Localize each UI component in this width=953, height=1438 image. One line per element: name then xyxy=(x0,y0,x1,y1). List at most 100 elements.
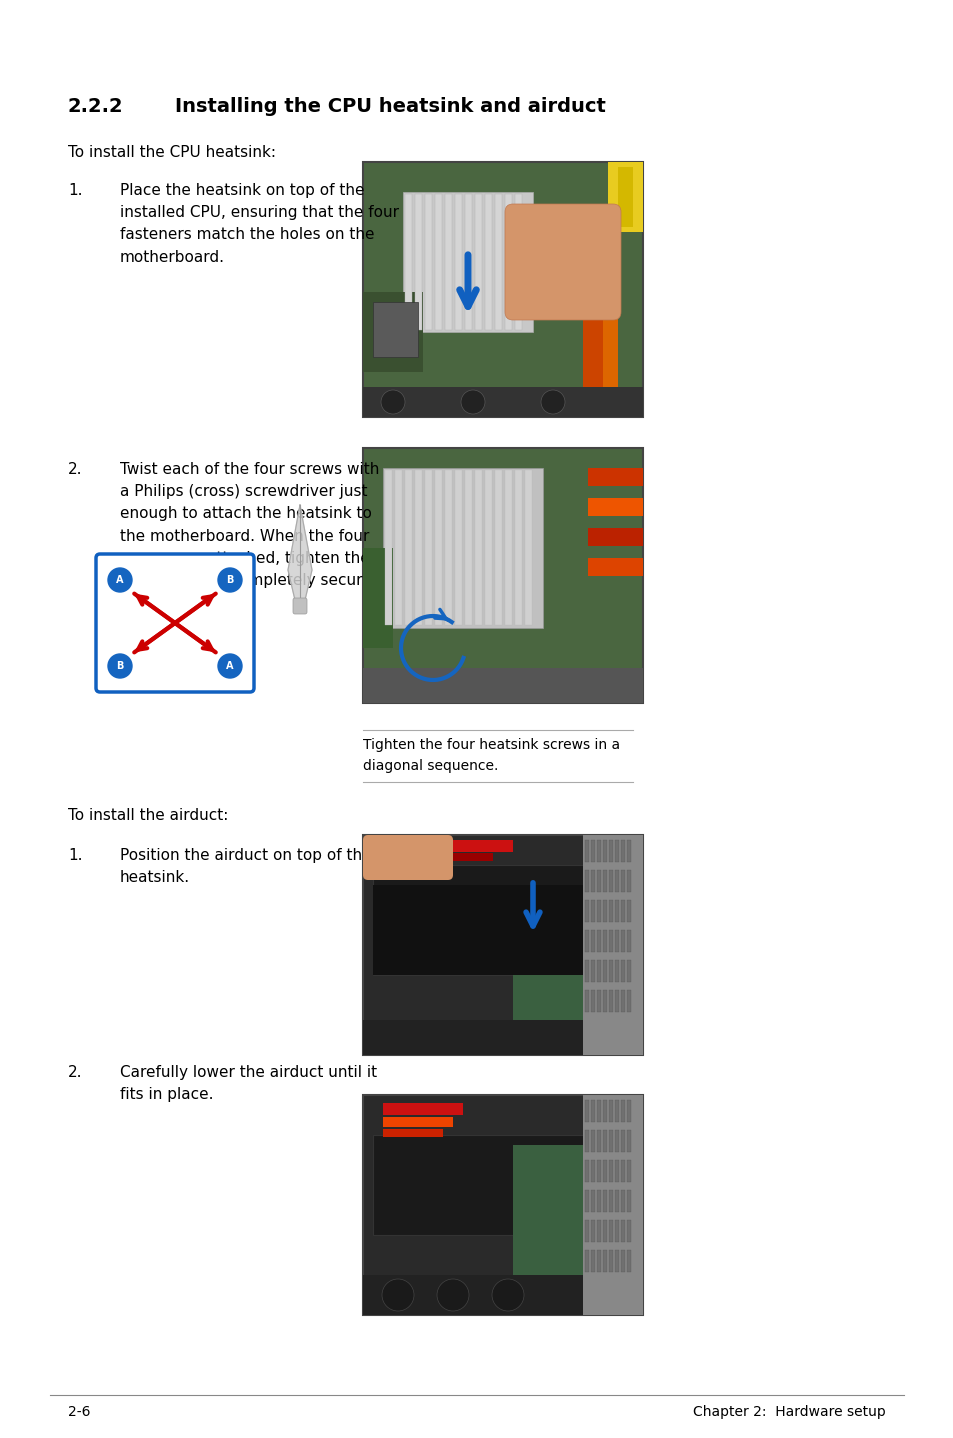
FancyBboxPatch shape xyxy=(293,598,307,614)
Bar xyxy=(608,1219,613,1242)
Bar xyxy=(597,1160,600,1182)
Bar xyxy=(590,900,595,922)
Circle shape xyxy=(540,390,564,414)
Bar xyxy=(590,840,595,861)
Bar xyxy=(626,989,630,1012)
Bar xyxy=(363,669,642,703)
Bar xyxy=(515,194,521,329)
Bar xyxy=(495,194,501,329)
Bar xyxy=(475,470,481,626)
Bar xyxy=(608,900,613,922)
Text: A: A xyxy=(226,661,233,672)
Bar xyxy=(597,930,600,952)
Circle shape xyxy=(218,568,242,592)
Bar xyxy=(363,387,642,417)
Bar xyxy=(618,167,633,227)
Bar xyxy=(582,1094,642,1314)
Circle shape xyxy=(436,1278,469,1311)
Text: 2-6: 2-6 xyxy=(68,1405,91,1419)
Bar xyxy=(385,470,392,626)
Bar xyxy=(590,1100,595,1122)
Bar xyxy=(597,1130,600,1152)
Text: 2.2.2: 2.2.2 xyxy=(68,96,124,116)
Bar xyxy=(602,989,606,1012)
Bar xyxy=(363,292,422,372)
Bar xyxy=(584,870,588,892)
Bar xyxy=(602,1160,606,1182)
Bar xyxy=(373,866,582,975)
Bar xyxy=(584,930,588,952)
Bar xyxy=(590,1250,595,1273)
Bar xyxy=(602,1130,606,1152)
Circle shape xyxy=(108,568,132,592)
Bar xyxy=(363,1020,582,1055)
Bar xyxy=(602,232,618,403)
Bar xyxy=(608,1160,613,1182)
Bar xyxy=(597,840,600,861)
Bar xyxy=(415,470,421,626)
Bar xyxy=(615,961,618,982)
Bar xyxy=(608,989,613,1012)
Bar xyxy=(395,470,401,626)
Bar xyxy=(513,1145,602,1276)
Bar xyxy=(608,1250,613,1273)
Bar xyxy=(615,870,618,892)
Bar xyxy=(435,470,441,626)
Bar xyxy=(363,1276,582,1314)
Bar xyxy=(626,930,630,952)
Bar xyxy=(475,194,481,329)
Bar xyxy=(382,1129,442,1137)
Text: B: B xyxy=(226,575,233,585)
Bar xyxy=(495,470,501,626)
Bar xyxy=(608,1130,613,1152)
Bar xyxy=(620,1130,624,1152)
Bar xyxy=(615,989,618,1012)
Bar xyxy=(405,194,412,329)
Bar xyxy=(504,194,512,329)
Bar xyxy=(615,1100,618,1122)
Bar xyxy=(597,1250,600,1273)
Bar xyxy=(620,900,624,922)
Bar xyxy=(590,1219,595,1242)
Bar xyxy=(587,558,642,577)
Bar xyxy=(413,840,513,851)
Bar xyxy=(524,470,532,626)
Bar xyxy=(363,548,393,649)
Bar xyxy=(413,853,493,861)
Bar xyxy=(415,194,421,329)
Text: 2.: 2. xyxy=(68,1066,82,1080)
Bar xyxy=(615,1191,618,1212)
Bar xyxy=(402,193,533,332)
Bar xyxy=(615,1160,618,1182)
Bar xyxy=(584,1250,588,1273)
Bar xyxy=(626,1219,630,1242)
FancyBboxPatch shape xyxy=(96,554,253,692)
Bar xyxy=(615,1130,618,1152)
Bar xyxy=(597,1219,600,1242)
Bar xyxy=(615,840,618,861)
Text: To install the airduct:: To install the airduct: xyxy=(68,808,228,823)
Bar xyxy=(626,840,630,861)
Bar xyxy=(590,870,595,892)
Bar xyxy=(484,470,492,626)
Text: To install the CPU heatsink:: To install the CPU heatsink: xyxy=(68,145,275,160)
Bar xyxy=(515,470,521,626)
Bar xyxy=(504,470,512,626)
FancyBboxPatch shape xyxy=(504,204,620,321)
Bar xyxy=(484,194,492,329)
Circle shape xyxy=(460,390,484,414)
Bar xyxy=(602,840,606,861)
Bar xyxy=(382,1117,453,1127)
Bar xyxy=(608,870,613,892)
Bar xyxy=(363,449,642,703)
Bar xyxy=(584,961,588,982)
Bar xyxy=(455,470,461,626)
Bar xyxy=(620,870,624,892)
Bar xyxy=(620,1219,624,1242)
Text: 2.: 2. xyxy=(68,462,82,477)
Bar xyxy=(615,900,618,922)
Bar xyxy=(626,870,630,892)
Circle shape xyxy=(218,654,242,677)
Bar xyxy=(602,1219,606,1242)
Bar xyxy=(363,835,642,1055)
